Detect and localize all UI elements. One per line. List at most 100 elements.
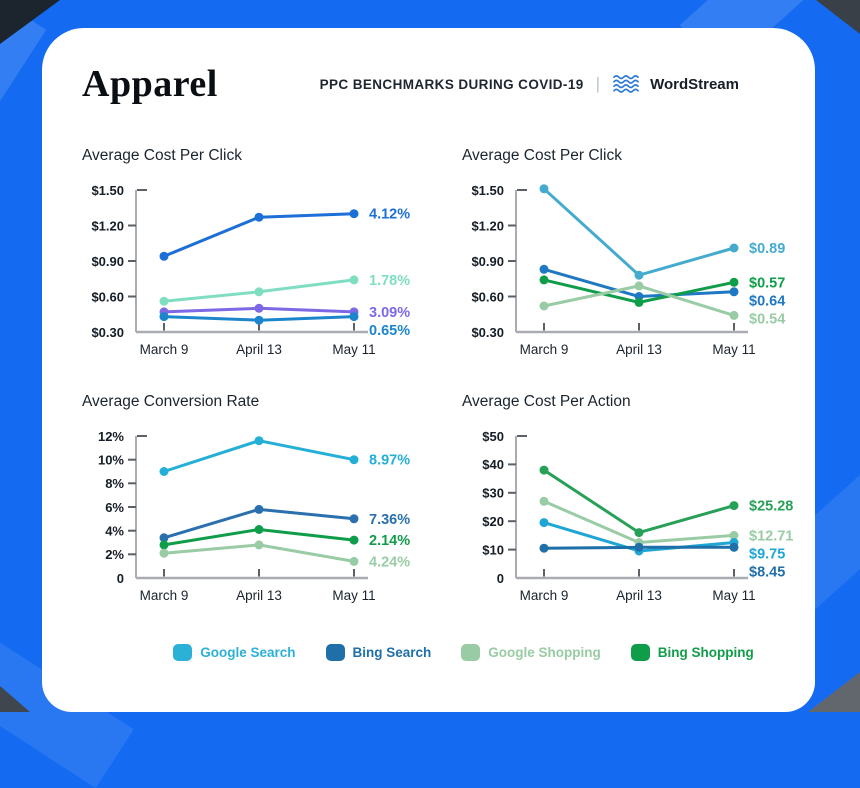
- chart-avg-cpc-all-channels: Average Cost Per Click $1.50 $1.20 $0.90 $0…: [452, 144, 832, 373]
- data-point-bing-shopping: [539, 465, 549, 475]
- data-point-bing-search: [729, 287, 739, 297]
- x-tick-label: April 13: [236, 588, 282, 603]
- y-tick-label: $0.90: [91, 254, 124, 269]
- series-end-label: $0.54: [749, 311, 785, 327]
- data-point-bing-search: [349, 514, 359, 524]
- y-tick-label: $1.50: [91, 183, 124, 198]
- series-end-label: $25.28: [749, 499, 793, 515]
- data-point-google-shopping: [539, 496, 549, 506]
- series-end-label: 4.24%: [369, 554, 410, 570]
- y-tick-label: 6%: [105, 500, 124, 515]
- chart-avg-cost-per-action: Average Cost Per Action $50 $40 $30 $20 $10 0…: [452, 390, 832, 619]
- data-point-series-blue: [159, 251, 169, 261]
- data-point-google-search: [539, 518, 549, 528]
- data-point-google-shopping: [729, 530, 739, 540]
- data-point-series-blue: [349, 209, 359, 219]
- legend-swatch: [461, 644, 481, 661]
- y-tick-label: $0.60: [91, 289, 124, 304]
- data-point-google-search: [349, 455, 359, 465]
- y-tick-label: 8%: [105, 476, 124, 491]
- line-chart-container: 12% 10% 8% 6% 4% 2% 0 March 9 April 13 May 11 8.97…: [72, 422, 452, 619]
- x-tick-label: April 13: [616, 588, 662, 603]
- data-point-bing-shopping: [634, 297, 644, 307]
- y-tick-label: $1.20: [91, 218, 124, 233]
- chart-avg-conversion-rate: Average Conversion Rate 12% 10% 8% 6% 4% 2% 0 M…: [72, 390, 452, 619]
- chart-title: Average Cost Per Action: [462, 393, 631, 410]
- x-tick-label: March 9: [520, 342, 569, 357]
- header: Apparel PPC BENCHMARKS DURING COVID-19 |…: [82, 58, 775, 114]
- series-end-label: 0.65%: [369, 323, 410, 339]
- corner-decoration: [808, 672, 860, 712]
- data-point-series-steel: [254, 315, 264, 325]
- data-point-series-mint: [349, 275, 359, 285]
- data-point-series-mint: [254, 287, 264, 297]
- data-point-bing-search: [729, 542, 739, 552]
- y-tick-label: $20: [482, 514, 504, 529]
- data-point-bing-shopping: [729, 277, 739, 287]
- series-end-label: 2.14%: [369, 533, 410, 549]
- y-tick-label: 10%: [98, 453, 124, 468]
- y-tick-label: $50: [482, 429, 504, 444]
- x-tick-label: March 9: [520, 588, 569, 603]
- data-point-bing-search: [539, 264, 549, 274]
- data-point-bing-shopping: [254, 525, 264, 534]
- line-chart-container: $1.50 $1.20 $0.90 $0.60 $0.30 March 9 April 13…: [452, 176, 832, 373]
- data-point-google-search: [634, 270, 644, 280]
- corner-decoration: [816, 0, 860, 34]
- legend-label: Bing Shopping: [657, 645, 754, 660]
- data-point-google-search: [729, 243, 739, 253]
- line-chart-container: $50 $40 $30 $20 $10 0 March 9 April 13 May 11 $25…: [452, 422, 832, 619]
- series-end-label: 4.12%: [369, 207, 410, 223]
- data-point-bing-search: [254, 504, 264, 514]
- y-tick-label: 0: [497, 571, 504, 586]
- infographic-card: Apparel PPC BENCHMARKS DURING COVID-19 |…: [42, 28, 815, 712]
- chart-title: Average Cost Per Click: [82, 147, 242, 164]
- brand-name: WordStream: [650, 75, 739, 93]
- chart-title: Average Conversion Rate: [82, 393, 260, 410]
- data-point-google-shopping: [539, 301, 549, 311]
- data-point-google-shopping: [729, 310, 739, 320]
- y-tick-label: 4%: [105, 524, 124, 539]
- y-tick-label: $0.90: [471, 254, 504, 269]
- legend-label: Bing Search: [352, 645, 432, 660]
- legend-label: Google Search: [200, 645, 296, 660]
- data-point-bing-shopping: [729, 501, 739, 511]
- series-end-label: 3.09%: [369, 305, 410, 321]
- data-point-bing-search: [159, 533, 169, 543]
- y-tick-label: $1.50: [471, 183, 504, 198]
- series-line-google-search: [542, 187, 736, 277]
- legend-swatch: [325, 644, 345, 661]
- series-end-label: $9.75: [749, 546, 785, 562]
- series-end-label: 1.78%: [369, 273, 410, 289]
- y-tick-label: $40: [482, 457, 504, 472]
- y-tick-label: $30: [482, 486, 504, 501]
- data-point-bing-shopping: [634, 528, 644, 538]
- legend-swatch: [173, 644, 193, 661]
- y-tick-label: $0.30: [471, 325, 504, 340]
- data-point-bing-shopping: [349, 535, 359, 545]
- data-point-series-steel: [159, 312, 169, 322]
- series-end-label: $12.71: [749, 528, 793, 544]
- y-tick-label: $0.60: [471, 289, 504, 304]
- series-end-label: $0.89: [749, 241, 785, 257]
- y-tick-label: $0.30: [91, 325, 124, 340]
- data-point-google-shopping: [634, 281, 644, 291]
- data-point-bing-shopping: [539, 275, 549, 285]
- series-end-label: $0.64: [749, 293, 785, 309]
- data-point-google-search: [539, 184, 549, 194]
- x-tick-label: May 11: [712, 588, 755, 603]
- bg-diagonal-stripe: [0, 0, 47, 307]
- legend-item-google-shopping: Google Shopping: [461, 644, 601, 661]
- y-tick-label: 0: [117, 571, 124, 586]
- legend: Google Search Bing Search Google Shopping B…: [42, 644, 815, 661]
- chart-title: Average Cost Per Click: [462, 147, 622, 164]
- legend-item-bing-shopping: Bing Shopping: [630, 644, 754, 661]
- series-end-label: 8.97%: [369, 453, 410, 469]
- data-point-google-search: [159, 467, 169, 476]
- data-point-bing-search: [539, 543, 549, 553]
- data-point-series-steel: [349, 312, 359, 322]
- legend-item-google-search: Google Search: [173, 644, 296, 661]
- data-point-series-blue: [254, 212, 264, 222]
- x-tick-label: May 11: [332, 588, 375, 603]
- line-chart: $1.50 $1.20 $0.90 $0.60 $0.30 March 9 April 13…: [91, 183, 410, 357]
